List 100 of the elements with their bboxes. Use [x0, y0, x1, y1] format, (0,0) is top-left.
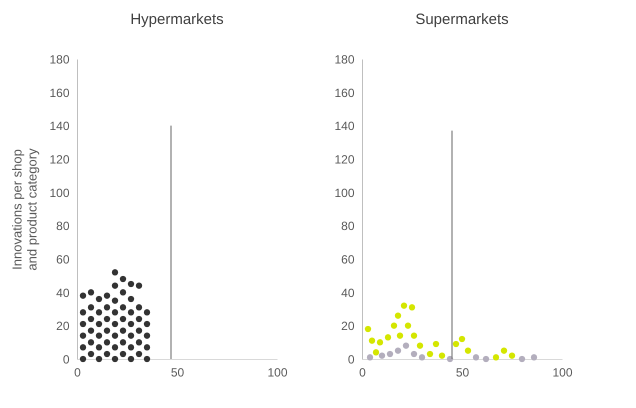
point: [112, 298, 118, 304]
point: [128, 332, 134, 339]
y-tick-label: 100: [334, 186, 355, 200]
point: [104, 350, 110, 358]
point: [492, 354, 500, 360]
y-tick-label: 40: [56, 286, 70, 300]
point: [394, 312, 402, 319]
point: [88, 289, 94, 296]
point: [384, 334, 392, 340]
point: [136, 282, 142, 289]
point: [104, 339, 110, 346]
point: [112, 309, 118, 316]
y-tick-label: 100: [49, 186, 70, 200]
point: [120, 276, 126, 282]
point: [144, 332, 150, 339]
point: [128, 320, 134, 328]
point: [500, 348, 508, 354]
point: [438, 352, 446, 359]
point: [508, 352, 516, 359]
point: [452, 340, 460, 348]
y-tick-label: 20: [341, 319, 355, 334]
point: [80, 356, 86, 362]
point: [464, 348, 472, 354]
point: [426, 350, 434, 358]
point: [366, 354, 374, 360]
y-tick-label: 140: [49, 119, 70, 134]
x-tick-label: 100: [267, 366, 288, 380]
y-tick-label: 60: [56, 252, 70, 266]
point: [518, 356, 526, 362]
point: [96, 309, 102, 316]
point: [128, 296, 134, 302]
y-tick-label: 180: [334, 52, 355, 66]
point: [120, 339, 126, 346]
point: [96, 320, 102, 328]
point: [136, 350, 142, 358]
point: [88, 328, 94, 334]
point: [120, 316, 126, 322]
point: [96, 296, 102, 302]
point: [104, 328, 110, 334]
point: [128, 309, 134, 316]
x-tick-label: 50: [170, 366, 184, 380]
point: [482, 356, 490, 362]
point: [120, 328, 126, 334]
point: [432, 340, 440, 348]
point: [376, 339, 384, 346]
point: [112, 332, 118, 339]
y-tick-label: 140: [334, 119, 355, 134]
y-tick-label: 0: [62, 352, 70, 366]
point: [80, 332, 86, 339]
y-tick-label: 80: [56, 219, 70, 234]
y-tick-label: 20: [56, 319, 70, 334]
point: [408, 304, 416, 310]
point: [136, 339, 142, 346]
point: [410, 350, 418, 358]
point: [530, 354, 538, 360]
point: [378, 352, 386, 359]
y-tick-label: 160: [49, 86, 70, 100]
point: [80, 309, 86, 316]
y-tick-label: 180: [49, 52, 70, 66]
point: [386, 350, 394, 358]
point: [472, 354, 480, 360]
point: [104, 292, 110, 299]
y-tick-label: 120: [49, 152, 70, 166]
x-tick-label: 0: [74, 366, 82, 380]
point: [120, 289, 126, 296]
point: [80, 292, 86, 299]
point: [96, 356, 102, 362]
point: [120, 350, 126, 358]
point: [80, 320, 86, 328]
point: [390, 322, 398, 329]
point: [404, 322, 412, 329]
x-tick-label: 0: [359, 366, 366, 380]
point: [136, 316, 142, 322]
point: [144, 344, 150, 350]
y-tick-label: 80: [341, 219, 355, 234]
point: [144, 309, 150, 316]
point: [88, 304, 94, 310]
x-tick-label: 100: [552, 366, 573, 380]
chart-title: Hypermarkets: [130, 11, 224, 28]
y-tick-label: 60: [341, 252, 355, 266]
point: [112, 282, 118, 289]
point: [88, 316, 94, 322]
point: [104, 316, 110, 322]
point: [418, 354, 426, 360]
point: [128, 356, 134, 362]
point: [128, 344, 134, 350]
point: [144, 356, 150, 362]
point: [112, 320, 118, 328]
point: [372, 349, 380, 356]
chart-title: Supermarkets: [415, 11, 509, 28]
point: [112, 269, 118, 276]
point: [410, 332, 418, 339]
point: [458, 336, 466, 342]
point: [104, 304, 110, 310]
y-tick-label: 120: [334, 152, 355, 166]
point: [416, 342, 424, 349]
point: [136, 304, 142, 310]
point: [368, 338, 376, 344]
point: [400, 302, 408, 309]
point: [144, 320, 150, 328]
